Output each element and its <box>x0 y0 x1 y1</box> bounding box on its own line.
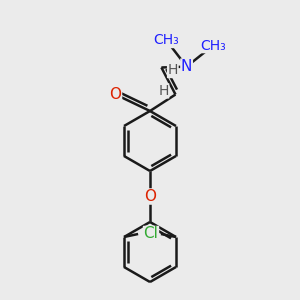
Text: O: O <box>144 189 156 204</box>
Text: O: O <box>110 87 122 102</box>
Text: H: H <box>168 64 178 77</box>
Text: H: H <box>158 84 169 98</box>
Text: F: F <box>146 226 154 242</box>
Text: CH₃: CH₃ <box>154 34 179 47</box>
Text: CH₃: CH₃ <box>200 39 226 52</box>
Text: N: N <box>181 59 192 74</box>
Text: Cl: Cl <box>144 226 158 242</box>
